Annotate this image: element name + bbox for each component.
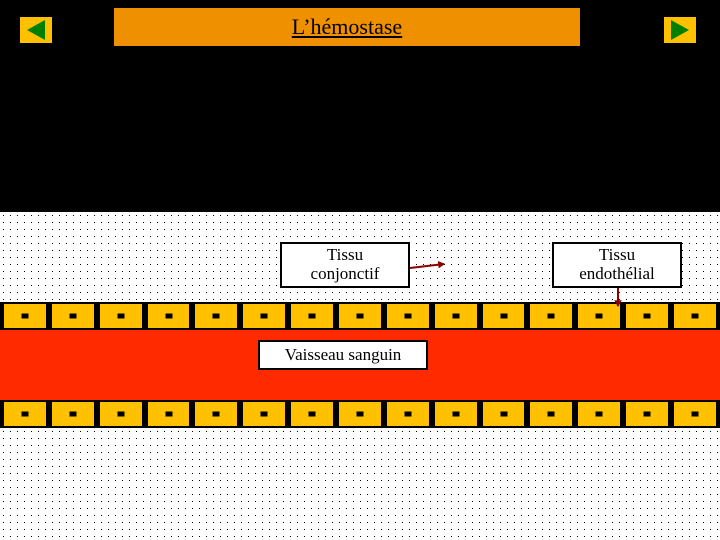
endothelial-cell (2, 400, 48, 428)
label-text: Vaisseau sanguin (285, 346, 402, 365)
endothelial-cell (576, 302, 622, 330)
title-bar: L’hémostase (112, 6, 582, 48)
next-button[interactable] (662, 15, 698, 45)
endothelial-cell (433, 302, 479, 330)
endothelial-cell (98, 400, 144, 428)
label-endothelial-tissue: Tissu endothélial (552, 242, 682, 288)
endothelial-wall-top (0, 302, 720, 330)
endothelial-cell (2, 302, 48, 330)
endothelial-cell (241, 400, 287, 428)
endothelial-cell (624, 302, 670, 330)
endothelial-wall-bottom (0, 400, 720, 428)
chevron-right-icon (671, 20, 689, 40)
label-blood-vessel: Vaisseau sanguin (258, 340, 428, 370)
endothelial-cell (528, 302, 574, 330)
endothelial-cell (98, 302, 144, 330)
connective-tissue-region-bottom (0, 428, 720, 540)
page-title: L’hémostase (292, 14, 402, 40)
chevron-left-icon (27, 20, 45, 40)
endothelial-cell (433, 400, 479, 428)
endothelial-cell (385, 302, 431, 330)
endothelial-cell (624, 400, 670, 428)
endothelial-cell (289, 302, 335, 330)
endothelial-cell (193, 302, 239, 330)
endothelial-cell (576, 400, 622, 428)
endothelial-cell (50, 400, 96, 428)
endothelial-cell (241, 302, 287, 330)
endothelial-cell (337, 400, 383, 428)
endothelial-cell (146, 400, 192, 428)
endothelial-cell (146, 302, 192, 330)
endothelial-cell (385, 400, 431, 428)
endothelial-cell (337, 302, 383, 330)
endothelial-cell (193, 400, 239, 428)
endothelial-cell (481, 302, 527, 330)
label-text: Tissu endothélial (579, 246, 655, 283)
label-connective-tissue: Tissu conjonctif (280, 242, 410, 288)
endothelial-cell (528, 400, 574, 428)
prev-button[interactable] (18, 15, 54, 45)
label-text: Tissu conjonctif (311, 246, 380, 283)
endothelial-cell (481, 400, 527, 428)
endothelial-cell (289, 400, 335, 428)
endothelial-cell (672, 302, 718, 330)
endothelial-cell (672, 400, 718, 428)
endothelial-cell (50, 302, 96, 330)
